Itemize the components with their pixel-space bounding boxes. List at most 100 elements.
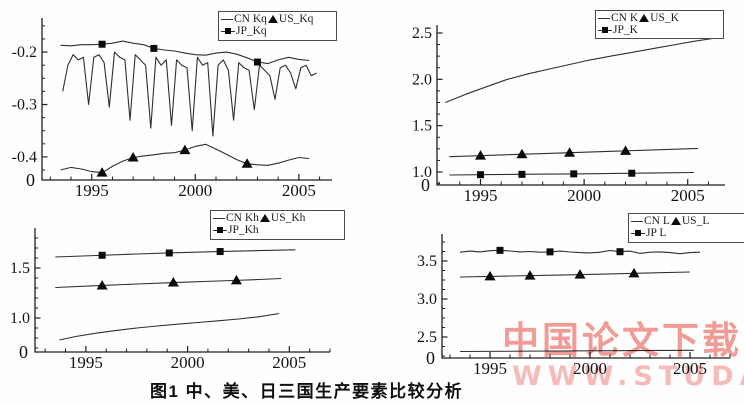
legend-label: JP_Kq [236, 25, 267, 37]
series-CN_Kq [62, 51, 317, 137]
legend-label: JP_K [613, 24, 638, 36]
x-tick-label: 2005 [282, 181, 316, 200]
chart-K-svg: 2.5 2.0 1.5 1.0 1995 2000 2005 0 [412, 25, 725, 205]
legend-label: JP_Kh [228, 224, 259, 236]
legend-item: US_L [670, 215, 709, 227]
legend-label: CN Kh [226, 212, 259, 224]
figure-caption: 图1 中、美、日三国生产要素比较分析 [150, 382, 464, 401]
y-tick-label: 1.5 [412, 118, 432, 135]
y-tick-label: 1.0 [10, 310, 30, 327]
chart-panel-kh: 1.5 1.0 1995 2000 2005 0 CN Kh US_Kh JP_Kh [0, 205, 360, 380]
legend-row: JP_Kq [221, 25, 333, 37]
chart-panel-kq: -0.2 -0.3 -0.4 1995 2000 2005 0 CN Kq US_Kq JP_Kq [0, 0, 360, 205]
legend-item: JP L [631, 227, 666, 239]
legend-label: US_Kh [270, 212, 306, 224]
marker-triangle-US_L [524, 270, 536, 280]
square-marker-icon [221, 28, 235, 35]
marker-square-JP_Kq [98, 40, 106, 48]
origin-label: 0 [426, 348, 435, 368]
origin-label: 0 [421, 175, 430, 195]
series-US_Kh [55, 277, 282, 289]
legend-K: CN K US_K JP_K [595, 10, 724, 39]
legend-label: JP L [646, 227, 667, 239]
y-tick-label: 2.5 [417, 329, 437, 346]
square-marker-icon [631, 230, 645, 237]
triangle-marker-icon [259, 214, 270, 222]
marker-triangle-US_Kq [127, 151, 139, 162]
marker-square-JP_K [628, 169, 636, 177]
series-JP_Kh [55, 249, 296, 258]
line-icon [598, 17, 610, 19]
marker-triangle-US_Kh [167, 277, 179, 287]
legend-item: CN K [598, 12, 638, 24]
series-JP_L [459, 249, 701, 255]
marker-triangle-US_K [516, 148, 528, 159]
x-tick-label: 2005 [673, 359, 707, 378]
origin-label: 0 [26, 170, 35, 190]
legend-item: JP_Kq [221, 25, 267, 37]
marker-square-JP_L [496, 246, 504, 254]
legend-Kh: CN Kh US_Kh JP_Kh [210, 210, 345, 240]
legend-item: JP_K [598, 24, 638, 36]
marker-triangle-US_Kq [179, 144, 191, 155]
marker-square-JP_Kh [165, 249, 173, 257]
line-icon [213, 217, 225, 219]
triangle-marker-icon [267, 15, 278, 23]
x-tick-label: 2000 [171, 353, 205, 372]
legend-row: CN Kq US_Kq [221, 13, 333, 25]
marker-triangle-US_Kq [96, 167, 108, 177]
square-marker-icon [213, 227, 227, 234]
legend-row: CN Kh US_Kh [213, 212, 341, 224]
marker-square-JP_Kq [253, 58, 261, 66]
y-tick-label: 1.0 [412, 164, 432, 181]
legend-row: CN L US_L [631, 215, 741, 227]
legend-item: JP_Kh [213, 224, 259, 236]
x-tick-label: 2000 [567, 186, 601, 205]
marker-square-JP_L [616, 248, 624, 256]
chart-panel-k: 2.5 2.0 1.5 1.0 1995 2000 2005 0 CN K US_K JP_K [372, 0, 744, 205]
marker-square-JP_K [570, 170, 578, 178]
legend-L: CN L US_L JP L [628, 213, 744, 243]
chart-L-svg: 3.5 3.0 2.5 1995 2000 2005 0 [417, 234, 731, 378]
x-tick-label: 1995 [473, 359, 507, 378]
legend-label: US_Kq [278, 13, 314, 25]
marker-square-JP_Kh [216, 248, 224, 256]
line-icon [631, 220, 643, 222]
x-tick-label: 1995 [75, 181, 109, 200]
axes [441, 234, 730, 359]
x-tick-label: 2005 [671, 186, 705, 205]
marker-triangle-US_L [628, 267, 640, 278]
marker-triangle-US_K [564, 147, 576, 157]
legend-row: CN K US_K [598, 12, 720, 24]
legend-item: CN Kh [213, 212, 259, 224]
chart-Kq-svg: -0.2 -0.3 -0.4 1995 2000 2005 0 [12, 18, 332, 200]
marker-square-JP_K [477, 171, 485, 179]
legend-label: US_K [650, 12, 679, 24]
legend-row: JP_Kh [213, 224, 341, 236]
chart-panel-l: 3.5 3.0 2.5 1995 2000 2005 0 CN L US_L JP L [372, 205, 744, 380]
marker-square-JP_Kh [98, 251, 106, 259]
square-marker-icon [598, 27, 612, 34]
chart-Kh-svg: 1.5 1.0 1995 2000 2005 0 [10, 228, 331, 372]
legend-row: JP_K [598, 24, 720, 36]
legend-Kq: CN Kq US_Kq JP_Kq [218, 11, 337, 41]
axes [436, 25, 725, 186]
line-icon [221, 18, 233, 20]
marker-square-JP_Kq [150, 44, 158, 52]
y-tick-label: -0.3 [12, 97, 37, 114]
legend-label: CN Kq [234, 13, 267, 25]
legend-item: CN L [631, 215, 670, 227]
series-JP_Kq [60, 40, 310, 65]
axes [41, 18, 332, 181]
series-CN_Kh [59, 312, 280, 341]
marker-triangle-US_Kh [230, 274, 242, 285]
legend-row: JP L [631, 227, 741, 239]
y-tick-label: 1.5 [10, 260, 30, 277]
x-tick-label: 2000 [178, 181, 212, 200]
y-tick-label: 3.5 [417, 253, 437, 270]
legend-label: CN K [611, 12, 639, 24]
marker-triangle-US_K [475, 150, 487, 160]
axes [34, 228, 330, 353]
x-tick-label: 2000 [573, 359, 607, 378]
